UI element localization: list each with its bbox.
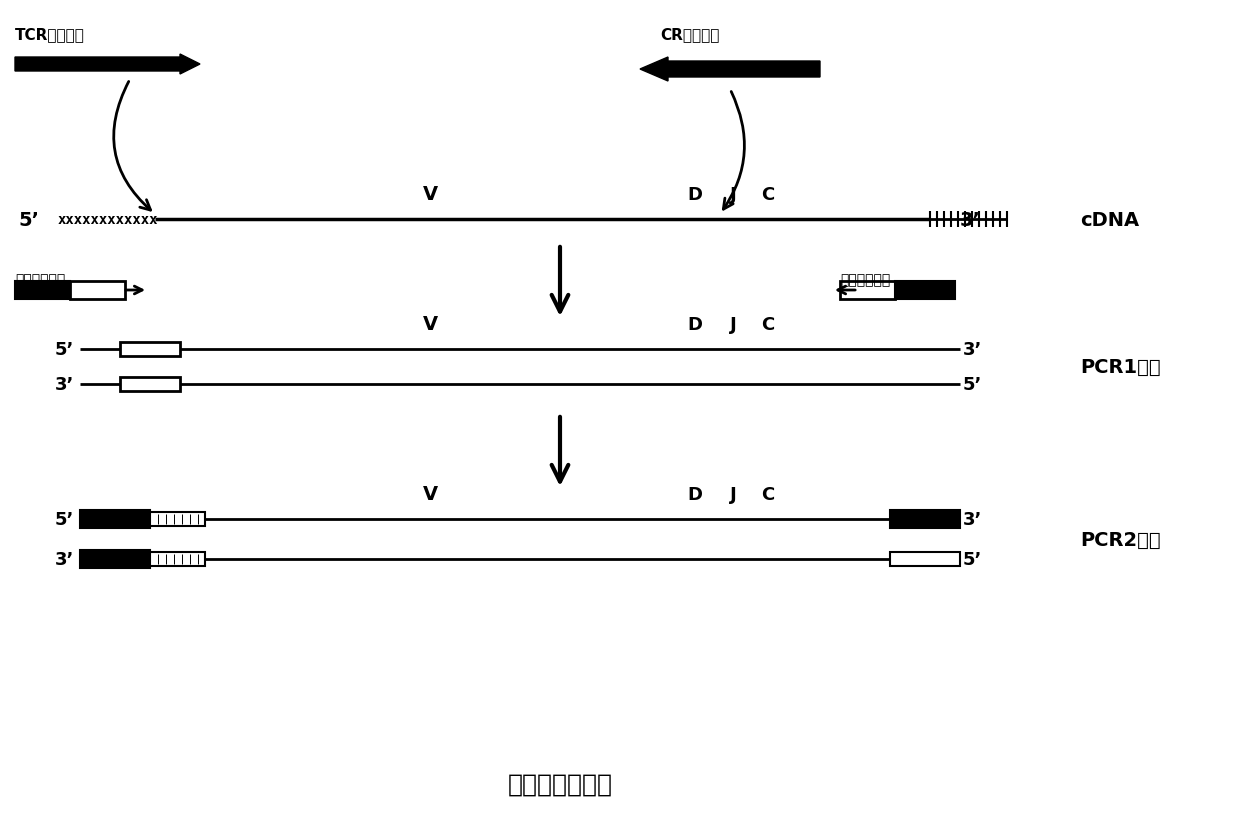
Text: J: J: [729, 486, 737, 504]
Bar: [895, 282, 955, 300]
Text: xxxxxxxxxxxx: xxxxxxxxxxxx: [58, 213, 159, 227]
Text: 5’: 5’: [963, 550, 982, 568]
Text: V: V: [423, 315, 438, 334]
Bar: [839, 282, 895, 300]
Text: D: D: [687, 315, 703, 333]
Text: J: J: [729, 315, 737, 333]
Text: PCR1产物: PCR1产物: [1080, 358, 1161, 377]
Text: 5’: 5’: [963, 376, 982, 393]
Bar: [150, 552, 205, 566]
Text: 标签下游引物: 标签下游引物: [839, 273, 890, 287]
Text: 3’: 3’: [963, 510, 982, 528]
Text: 5’: 5’: [55, 510, 74, 528]
Bar: [15, 282, 69, 300]
Text: 5’: 5’: [55, 341, 74, 359]
Text: J: J: [729, 186, 737, 204]
Text: cDNA: cDNA: [1080, 210, 1140, 229]
Text: 标签上游引物: 标签上游引物: [15, 273, 66, 287]
Bar: [69, 282, 125, 300]
Text: V: V: [423, 185, 438, 204]
Text: PCR2产物: PCR2产物: [1080, 530, 1161, 549]
Bar: [81, 550, 150, 568]
Text: 3’: 3’: [960, 210, 981, 229]
Bar: [81, 510, 150, 528]
Text: CR区引物物: CR区引物物: [660, 28, 719, 43]
Text: D: D: [687, 186, 703, 204]
Bar: [890, 552, 960, 566]
Text: V: V: [423, 485, 438, 504]
FancyArrow shape: [640, 58, 820, 82]
Bar: [890, 510, 960, 528]
Text: 3’: 3’: [55, 550, 74, 568]
Text: C: C: [761, 315, 775, 333]
Text: 5’: 5’: [19, 210, 38, 229]
Text: 可上机测序文库: 可上机测序文库: [507, 772, 613, 796]
Text: TCR导头引物: TCR导头引物: [15, 28, 84, 43]
Bar: [120, 342, 180, 356]
FancyArrow shape: [15, 55, 200, 75]
Text: D: D: [687, 486, 703, 504]
Text: C: C: [761, 486, 775, 504]
Bar: [120, 378, 180, 391]
Bar: [150, 513, 205, 527]
Text: 3’: 3’: [963, 341, 982, 359]
Text: 3’: 3’: [55, 376, 74, 393]
Text: C: C: [761, 186, 775, 204]
